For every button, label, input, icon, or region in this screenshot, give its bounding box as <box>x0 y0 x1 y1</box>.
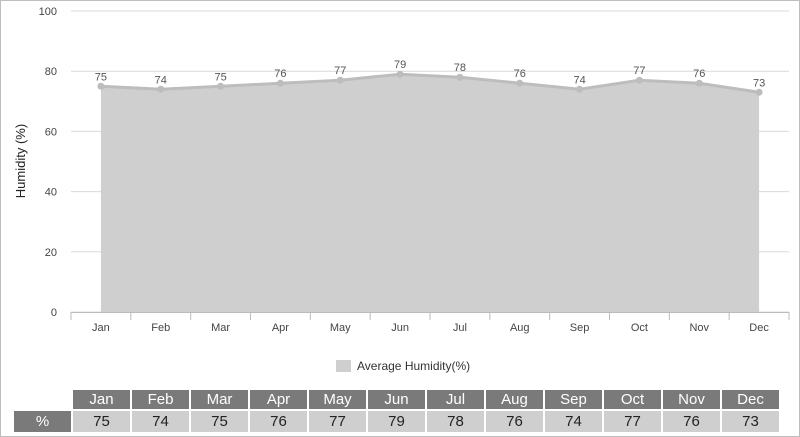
table-cell-may: 77 <box>309 411 366 432</box>
x-tick-label-nov: Nov <box>689 322 709 334</box>
table-cell-feb: 74 <box>132 411 189 432</box>
table-header-jul: Jul <box>427 390 484 409</box>
data-label-dec: 73 <box>753 77 765 89</box>
table-header-may: May <box>309 390 366 409</box>
series-line <box>100 72 760 94</box>
y-tick-label: 100 <box>39 6 57 18</box>
table-header-row: Jan Feb Mar Apr May Jun Jul Aug Sep Oct Nov Dec <box>14 390 779 409</box>
data-point-jan[interactable] <box>97 82 105 90</box>
table-cell-jul: 78 <box>427 411 484 432</box>
y-tick-label: 0 <box>51 307 57 319</box>
table-header-dec: Dec <box>722 390 779 409</box>
data-label-apr: 76 <box>274 68 286 80</box>
data-point-sep[interactable] <box>576 85 584 93</box>
data-point-nov[interactable] <box>695 79 703 87</box>
area-fill <box>100 74 760 313</box>
humidity-area-chart: 0 20 40 60 80 100 Jan Feb Mar Apr May Jun Jul Aug Sep… <box>13 6 790 334</box>
data-label-jun: 79 <box>394 59 406 71</box>
table-cell-sep: 74 <box>545 411 602 432</box>
data-label-mar: 75 <box>214 71 226 83</box>
table-cell-jan: 75 <box>73 411 130 432</box>
x-tick-label-dec: Dec <box>749 322 769 334</box>
x-tick-label-sep: Sep <box>570 322 590 334</box>
x-tick-label-jan: Jan <box>92 322 110 334</box>
table-cell-dec: 73 <box>722 411 779 432</box>
x-tick-label-feb: Feb <box>151 322 170 334</box>
table-header-nov: Nov <box>663 390 720 409</box>
data-point-may[interactable] <box>336 76 344 84</box>
legend[interactable]: Average Humidity(%) <box>336 358 470 374</box>
y-tick-label: 40 <box>45 187 57 199</box>
table-cell-mar: 75 <box>191 411 248 432</box>
data-point-jul[interactable] <box>456 73 464 81</box>
table-row-label: % <box>14 411 71 432</box>
x-tick-label-may: May <box>330 322 351 334</box>
x-tick-label-aug: Aug <box>510 322 530 334</box>
axes: Jan Feb Mar Apr May Jun Jul Aug Sep Oct Nov Dec <box>70 312 790 334</box>
table-header-aug: Aug <box>486 390 543 409</box>
data-point-jun[interactable] <box>396 70 404 78</box>
table-value-row: % 75 74 75 76 77 79 78 76 74 77 76 73 <box>14 411 779 432</box>
table-header-apr: Apr <box>250 390 307 409</box>
data-point-apr[interactable] <box>276 79 284 87</box>
y-tick-label: 20 <box>45 247 57 259</box>
data-label-feb: 74 <box>155 74 167 86</box>
table-header-oct: Oct <box>604 390 661 409</box>
area-series <box>97 70 763 313</box>
x-tick-label-apr: Apr <box>272 322 289 334</box>
data-point-dec[interactable] <box>755 88 763 96</box>
y-tick-label: 60 <box>45 126 57 138</box>
x-tick-label-jul: Jul <box>453 322 467 334</box>
data-point-aug[interactable] <box>516 79 524 87</box>
data-point-mar[interactable] <box>217 82 225 90</box>
table-header-jun: Jun <box>368 390 425 409</box>
table-cell-jun: 79 <box>368 411 425 432</box>
table-cell-aug: 76 <box>486 411 543 432</box>
y-tick-label: 80 <box>45 66 57 78</box>
x-tick-label-oct: Oct <box>631 322 648 334</box>
table-cell-apr: 76 <box>250 411 307 432</box>
x-tick-label-jun: Jun <box>391 322 409 334</box>
table-header-jan: Jan <box>73 390 130 409</box>
table-header-mar: Mar <box>191 390 248 409</box>
table-cell-oct: 77 <box>604 411 661 432</box>
data-label-nov: 76 <box>693 68 705 80</box>
y-axis-title: Humidity (%) <box>13 124 28 198</box>
legend-swatch <box>336 360 351 372</box>
data-table: Jan Feb Mar Apr May Jun Jul Aug Sep Oct Nov Dec % 7… <box>12 388 781 434</box>
data-labels: 75 74 75 76 77 79 78 76 74 77 76 73 <box>95 59 765 89</box>
data-label-jul: 78 <box>454 62 466 74</box>
table-corner <box>14 390 71 409</box>
table-header-sep: Sep <box>545 390 602 409</box>
table-cell-nov: 76 <box>663 411 720 432</box>
data-point-oct[interactable] <box>635 76 643 84</box>
data-point-feb[interactable] <box>157 85 165 93</box>
data-label-may: 77 <box>334 65 346 77</box>
data-label-oct: 77 <box>633 65 645 77</box>
x-tick-label-mar: Mar <box>211 322 230 334</box>
data-label-sep: 74 <box>573 74 585 86</box>
table-header-feb: Feb <box>132 390 189 409</box>
data-label-jan: 75 <box>95 71 107 83</box>
data-label-aug: 76 <box>514 68 526 80</box>
legend-label: Average Humidity(%) <box>357 359 471 373</box>
